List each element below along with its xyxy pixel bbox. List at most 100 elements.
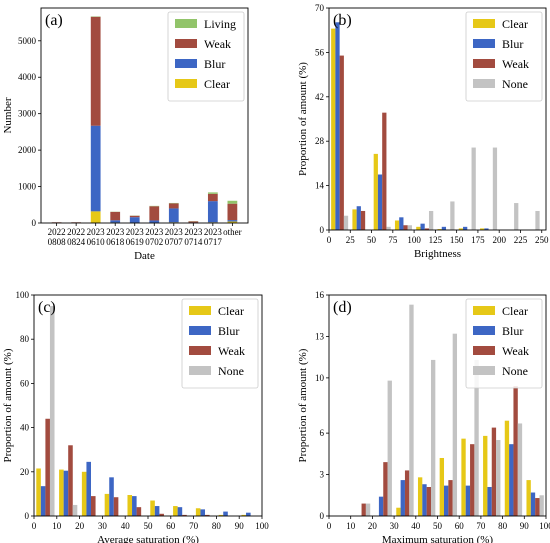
bar-none-7 xyxy=(496,440,501,516)
legend-swatch-clear xyxy=(473,306,495,315)
x-tick-label: 0610 xyxy=(87,237,106,247)
x-tick-label: 0 xyxy=(327,235,332,245)
y-tick-label: 3 xyxy=(320,470,325,480)
x-tick-label: 0808 xyxy=(48,237,67,247)
y-tick-label: 5000 xyxy=(18,36,37,46)
bar-weak-5 xyxy=(159,513,164,516)
legend: Living Weak Blur Clear xyxy=(167,11,245,102)
bar-none-5 xyxy=(452,333,458,516)
bar-none-1 xyxy=(72,504,78,516)
legend-label-none: None xyxy=(502,77,528,91)
y-axis-label: Proportion of amount (%) xyxy=(2,348,14,462)
plot-frame xyxy=(328,7,547,231)
bar-clear-4 xyxy=(416,226,421,230)
legend-label-blur: Blur xyxy=(502,37,523,51)
y-tick-label: 1000 xyxy=(18,182,37,192)
bar-weak-7 xyxy=(188,221,199,223)
bar-weak-1 xyxy=(361,503,366,516)
x-tick-label: 2023 xyxy=(106,227,125,237)
x-tick-label: 50 xyxy=(367,235,377,245)
bar-blur-3 xyxy=(400,480,405,516)
legend-swatch-clear xyxy=(189,306,211,315)
bar-blur-4 xyxy=(132,496,137,516)
bar-weak-0 xyxy=(339,55,344,231)
x-tick-label: 90 xyxy=(520,521,530,531)
bar-weak-1 xyxy=(68,445,73,516)
bar-blur-0 xyxy=(335,22,340,231)
panel-a: 2022080820220824202306102023061820230619… xyxy=(2,7,249,262)
bar-blur-0 xyxy=(40,486,46,516)
legend-swatch-clear xyxy=(175,79,197,88)
bar-weak-2 xyxy=(382,112,387,230)
bar-clear-1 xyxy=(59,469,64,516)
legend-label-clear: Clear xyxy=(218,304,244,318)
y-tick-label: 0 xyxy=(25,511,30,521)
bar-clear-9 xyxy=(227,221,238,223)
legend-box xyxy=(465,298,543,389)
x-tick-label: 40 xyxy=(121,521,131,531)
legend-swatch-weak xyxy=(189,346,211,355)
y-tick-label: 60 xyxy=(20,378,30,388)
legend-swatch-weak xyxy=(175,39,197,48)
x-axis-label: Maximum saturation (%) xyxy=(382,534,494,543)
plot-frame xyxy=(40,7,249,224)
bar-weak-7 xyxy=(205,514,210,516)
x-tick-label: 250 xyxy=(535,235,549,245)
bar-blur-7 xyxy=(200,509,205,516)
x-tick-label: 40 xyxy=(411,521,421,531)
bar-none-4 xyxy=(428,210,434,230)
bar-none-0 xyxy=(49,306,55,516)
x-tick-label: 100 xyxy=(539,521,550,531)
x-tick-label: 50 xyxy=(433,521,443,531)
bar-none-6 xyxy=(471,147,476,230)
legend-swatch-weak xyxy=(473,59,495,68)
legend-swatch-clear xyxy=(473,19,495,28)
x-axis-label: Average saturation (%) xyxy=(97,534,199,543)
bar-blur-9 xyxy=(530,492,536,516)
bar-blur-6 xyxy=(463,226,468,230)
bar-clear-0 xyxy=(36,468,41,516)
bar-clear-8 xyxy=(218,514,224,516)
bar-weak-1 xyxy=(360,210,366,230)
legend-label-blur: Blur xyxy=(218,324,239,338)
bar-clear-4 xyxy=(127,495,133,516)
bar-clear-3 xyxy=(396,507,401,516)
bar-weak-5 xyxy=(149,206,160,221)
legend-label-none: None xyxy=(218,364,244,378)
x-tick-label: 2022 xyxy=(48,227,66,237)
x-axis-label: Date xyxy=(134,250,155,262)
x-tick-label: 225 xyxy=(514,235,528,245)
legend-label-clear: Clear xyxy=(502,304,528,318)
x-tick-label: 0717 xyxy=(204,237,223,247)
bar-weak-2 xyxy=(90,16,101,126)
legend-label-weak: Weak xyxy=(502,344,529,358)
x-tick-label: 2023 xyxy=(204,227,223,237)
legend-label-weak: Weak xyxy=(502,57,529,71)
bar-weak-4 xyxy=(424,228,429,230)
x-tick-label: 30 xyxy=(98,521,108,531)
bar-clear-9 xyxy=(526,480,531,516)
y-tick-label: 42 xyxy=(315,92,324,102)
bar-weak-6 xyxy=(470,444,475,516)
x-tick-label: 60 xyxy=(455,521,465,531)
bar-weak-2 xyxy=(383,462,388,516)
y-tick-label: 0 xyxy=(320,225,325,235)
bar-blur-4 xyxy=(129,217,140,223)
x-tick-label: 100 xyxy=(255,521,269,531)
bar-blur-8 xyxy=(207,201,218,223)
x-tick-label: other xyxy=(223,227,242,237)
legend-box xyxy=(465,11,543,102)
y-tick-label: 28 xyxy=(315,136,325,146)
bar-weak-9 xyxy=(535,498,540,516)
bar-none-0 xyxy=(343,215,349,230)
bar-blur-1 xyxy=(63,470,69,516)
bar-living-8 xyxy=(207,192,218,194)
bar-weak-4 xyxy=(426,486,431,516)
legend-label-blur: Blur xyxy=(502,324,523,338)
bar-blur-8 xyxy=(509,444,514,516)
x-tick-label: 70 xyxy=(476,521,486,531)
panel-d: 0 10 20 30 40 50 60 70 80 90 100 0 3 6 10 13 16 (d) Maximu… xyxy=(297,290,550,543)
bar-clear-3 xyxy=(104,493,110,516)
bar-weak-2 xyxy=(91,496,96,516)
bar-weak-0 xyxy=(45,418,50,516)
